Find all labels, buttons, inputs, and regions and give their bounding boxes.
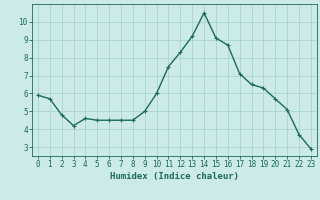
X-axis label: Humidex (Indice chaleur): Humidex (Indice chaleur): [110, 172, 239, 181]
